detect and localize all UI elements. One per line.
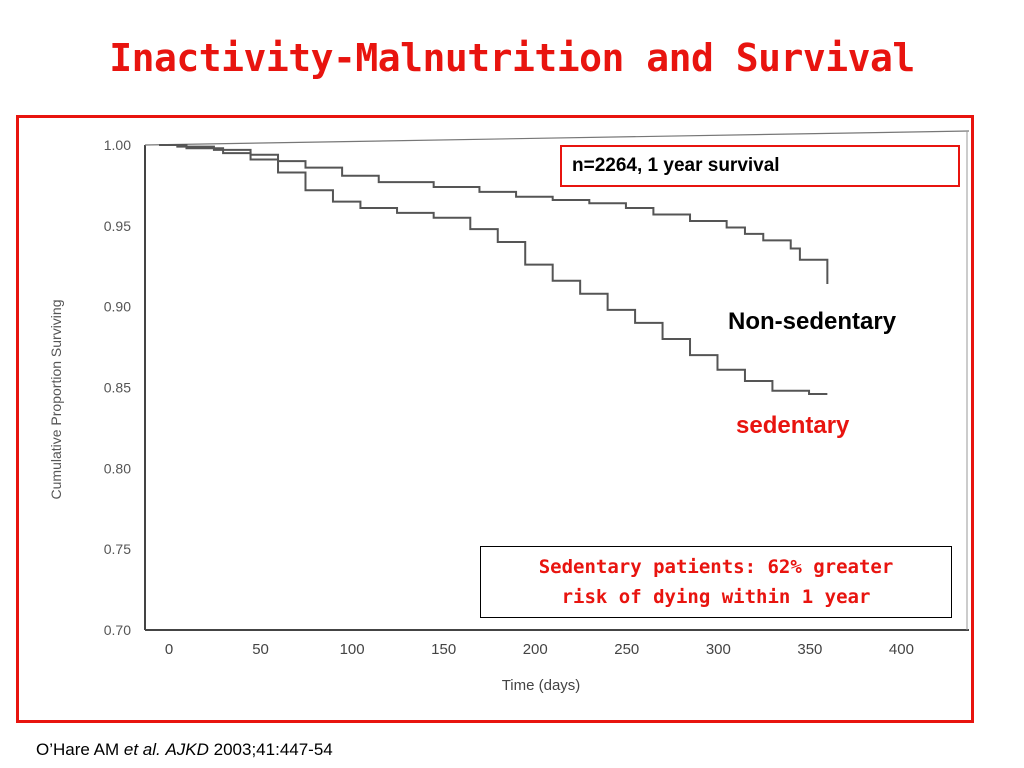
chart-frame: 1.00 0.95 0.90 0.85 0.80 0.75 0.70 0 50 100 150 200… xyxy=(16,115,974,723)
y-axis-label: Cumulative Proportion Surviving xyxy=(48,300,64,500)
slide-title: Inactivity-Malnutrition and Survival xyxy=(109,36,915,80)
nonsedentary-label: Non-sedentary xyxy=(728,308,897,335)
plot-top-border xyxy=(144,130,970,146)
risk-callout-line2: risk of dying within 1 year xyxy=(561,586,871,608)
x-tick-label: 300 xyxy=(706,641,731,658)
x-tick-label: 100 xyxy=(340,641,365,658)
x-tick-label: 350 xyxy=(797,641,822,658)
x-tick-label: 0 xyxy=(165,641,173,658)
x-tick-label: 400 xyxy=(889,641,914,658)
y-tick-label: 0.70 xyxy=(104,622,131,638)
x-tick-label: 50 xyxy=(252,641,269,658)
sedentary-label: sedentary xyxy=(736,412,850,439)
y-tick-label: 1.00 xyxy=(104,137,131,153)
survival-curve-nonsedentary xyxy=(159,144,829,285)
citation: O’Hare AM et al. AJKD 2003;41:447-54 xyxy=(36,740,333,760)
survival-chart: 1.00 0.95 0.90 0.85 0.80 0.75 0.70 0 50 100 150 200… xyxy=(48,130,970,694)
risk-callout-line1: Sedentary patients: 62% greater xyxy=(538,556,894,578)
risk-callout: Sedentary patients: 62% greater risk of … xyxy=(480,546,952,618)
y-tick-label: 0.90 xyxy=(104,299,131,315)
y-tick-label: 0.75 xyxy=(104,541,131,557)
citation-etal: et al. xyxy=(123,740,161,759)
x-tick-label: 250 xyxy=(614,641,639,658)
y-tick-label: 0.85 xyxy=(104,380,131,396)
x-tick-label: 150 xyxy=(431,641,456,658)
survival-curve-sedentary xyxy=(159,144,828,395)
citation-author: O’Hare AM xyxy=(36,740,124,759)
y-tick-label: 0.95 xyxy=(104,218,131,234)
x-tick-label: 200 xyxy=(523,641,548,658)
citation-journal: AJKD xyxy=(165,740,209,759)
y-tick-label: 0.80 xyxy=(104,460,131,476)
citation-ref: 2003;41:447-54 xyxy=(208,740,333,759)
sample-size-callout: n=2264, 1 year survival xyxy=(560,145,960,187)
x-axis-label: Time (days) xyxy=(502,677,581,694)
